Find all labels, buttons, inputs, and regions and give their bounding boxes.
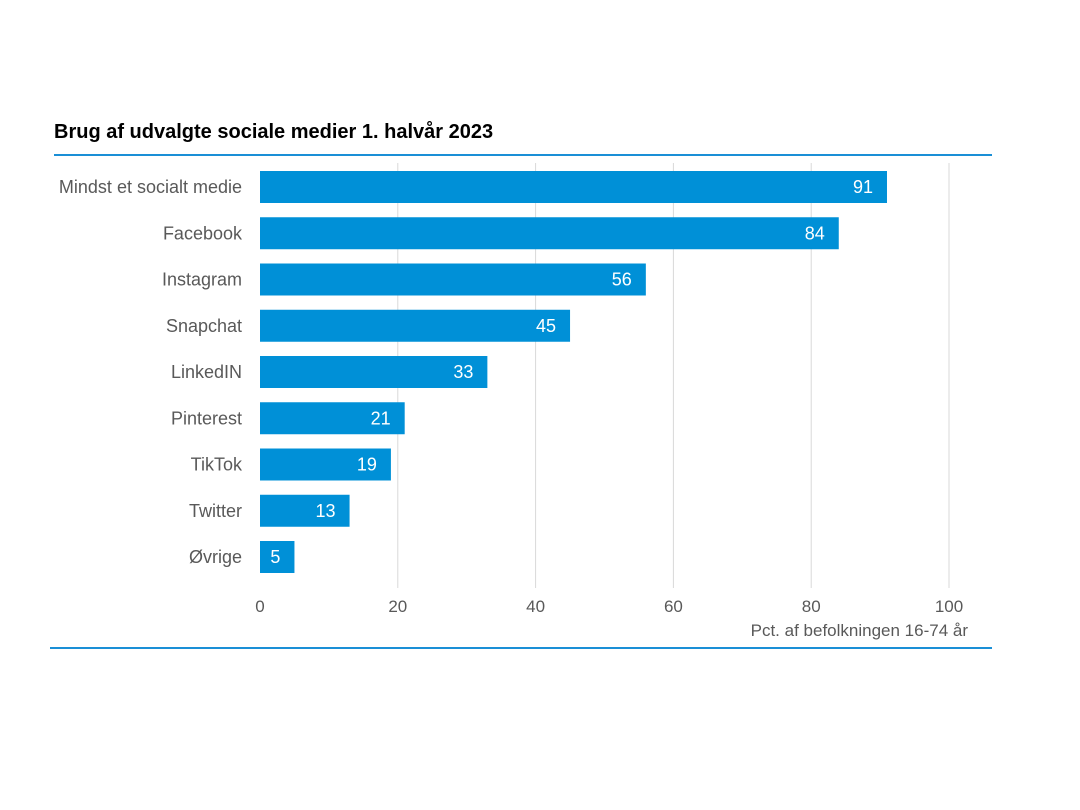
bar-value-label: 5 xyxy=(270,547,280,567)
category-labels: Mindst et socialt medie Facebook Instagram… xyxy=(59,177,243,567)
bar xyxy=(260,494,350,527)
x-tick-label: 0 xyxy=(255,597,264,616)
x-tick-label: 80 xyxy=(802,597,821,616)
category-label: TikTok xyxy=(191,455,243,475)
bar-value-label: 33 xyxy=(453,362,473,382)
category-label: LinkedIN xyxy=(171,362,242,382)
x-tick-label: 60 xyxy=(664,597,683,616)
bar-value-label: 45 xyxy=(536,316,556,336)
category-label: Snapchat xyxy=(166,316,242,336)
bar xyxy=(260,402,405,435)
bar-value-label: 19 xyxy=(357,455,377,475)
x-tick-label: 20 xyxy=(388,597,407,616)
bar-value-label: 84 xyxy=(805,223,825,243)
x-tick-label: 100 xyxy=(935,597,963,616)
category-label: Instagram xyxy=(162,270,242,290)
bar-value-label: 21 xyxy=(371,408,391,428)
category-label: Twitter xyxy=(189,501,242,521)
bar xyxy=(260,217,839,250)
chart-title: Brug af udvalgte sociale medier 1. halvå… xyxy=(54,121,494,143)
bar xyxy=(260,356,488,388)
bar xyxy=(260,541,295,573)
category-label: Mindst et socialt medie xyxy=(59,177,242,197)
bar xyxy=(260,171,887,203)
x-tick-label: 40 xyxy=(526,597,545,616)
category-label: Facebook xyxy=(163,223,243,243)
bar-value-label: 56 xyxy=(612,270,632,290)
bars-group: 91 84 56 45 33 21 19 13 5 xyxy=(260,171,887,573)
bar-value-label: 91 xyxy=(853,177,873,197)
bar xyxy=(260,309,571,342)
x-axis-label: Pct. af befolkningen 16-74 år xyxy=(751,621,969,640)
bar xyxy=(260,448,391,481)
x-axis-ticks: 0 20 40 60 80 100 xyxy=(255,597,963,616)
category-label: Pinterest xyxy=(171,408,242,428)
bar-value-label: 13 xyxy=(316,501,336,521)
category-label: Øvrige xyxy=(189,547,242,567)
bar xyxy=(260,263,646,296)
